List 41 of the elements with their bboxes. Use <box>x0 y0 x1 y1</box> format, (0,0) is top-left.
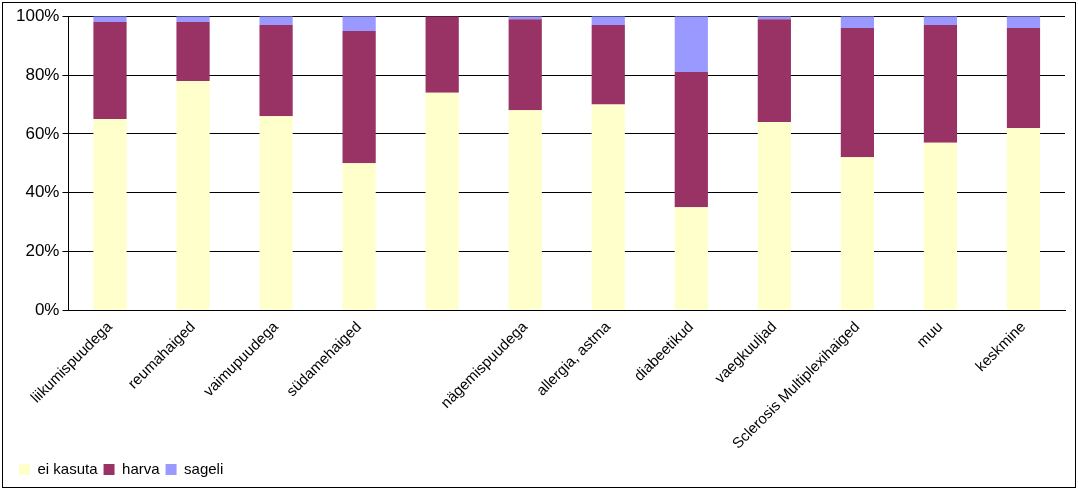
y-tick-label: 80% <box>25 64 60 84</box>
bar <box>425 92 459 310</box>
bar <box>259 16 293 26</box>
bar <box>591 25 625 105</box>
bar <box>674 16 708 73</box>
bar <box>591 16 625 26</box>
bar <box>840 27 874 158</box>
bar <box>1006 16 1041 28</box>
y-tick-label: 0% <box>34 299 60 319</box>
x-tick-label: muu <box>912 317 946 351</box>
bar <box>176 80 210 310</box>
bar <box>259 25 293 117</box>
legend-label: sageli <box>184 459 224 477</box>
bar <box>508 19 542 111</box>
bar <box>840 157 874 310</box>
bar <box>674 207 708 310</box>
bar <box>1006 127 1041 310</box>
bar <box>840 16 874 28</box>
bar <box>342 163 376 310</box>
y-tick-label: 20% <box>25 241 60 261</box>
bar <box>757 19 791 123</box>
bar <box>757 122 791 310</box>
legend-label: ei kasuta <box>37 459 99 477</box>
y-tick-label: 100% <box>16 5 60 25</box>
bar <box>176 22 210 81</box>
bar <box>342 16 376 31</box>
bar <box>508 110 542 310</box>
bar <box>1006 27 1041 128</box>
bar <box>259 116 293 310</box>
bar <box>591 104 625 310</box>
y-tick-label: 40% <box>25 182 60 202</box>
bar <box>93 119 127 310</box>
bar <box>425 16 459 93</box>
bar <box>342 30 376 164</box>
bar <box>674 72 708 208</box>
bar <box>93 22 127 120</box>
bar <box>923 142 958 310</box>
legend-label: harva <box>122 459 161 477</box>
bar <box>923 25 958 143</box>
y-tick-label: 60% <box>25 123 60 143</box>
bar <box>923 16 958 26</box>
